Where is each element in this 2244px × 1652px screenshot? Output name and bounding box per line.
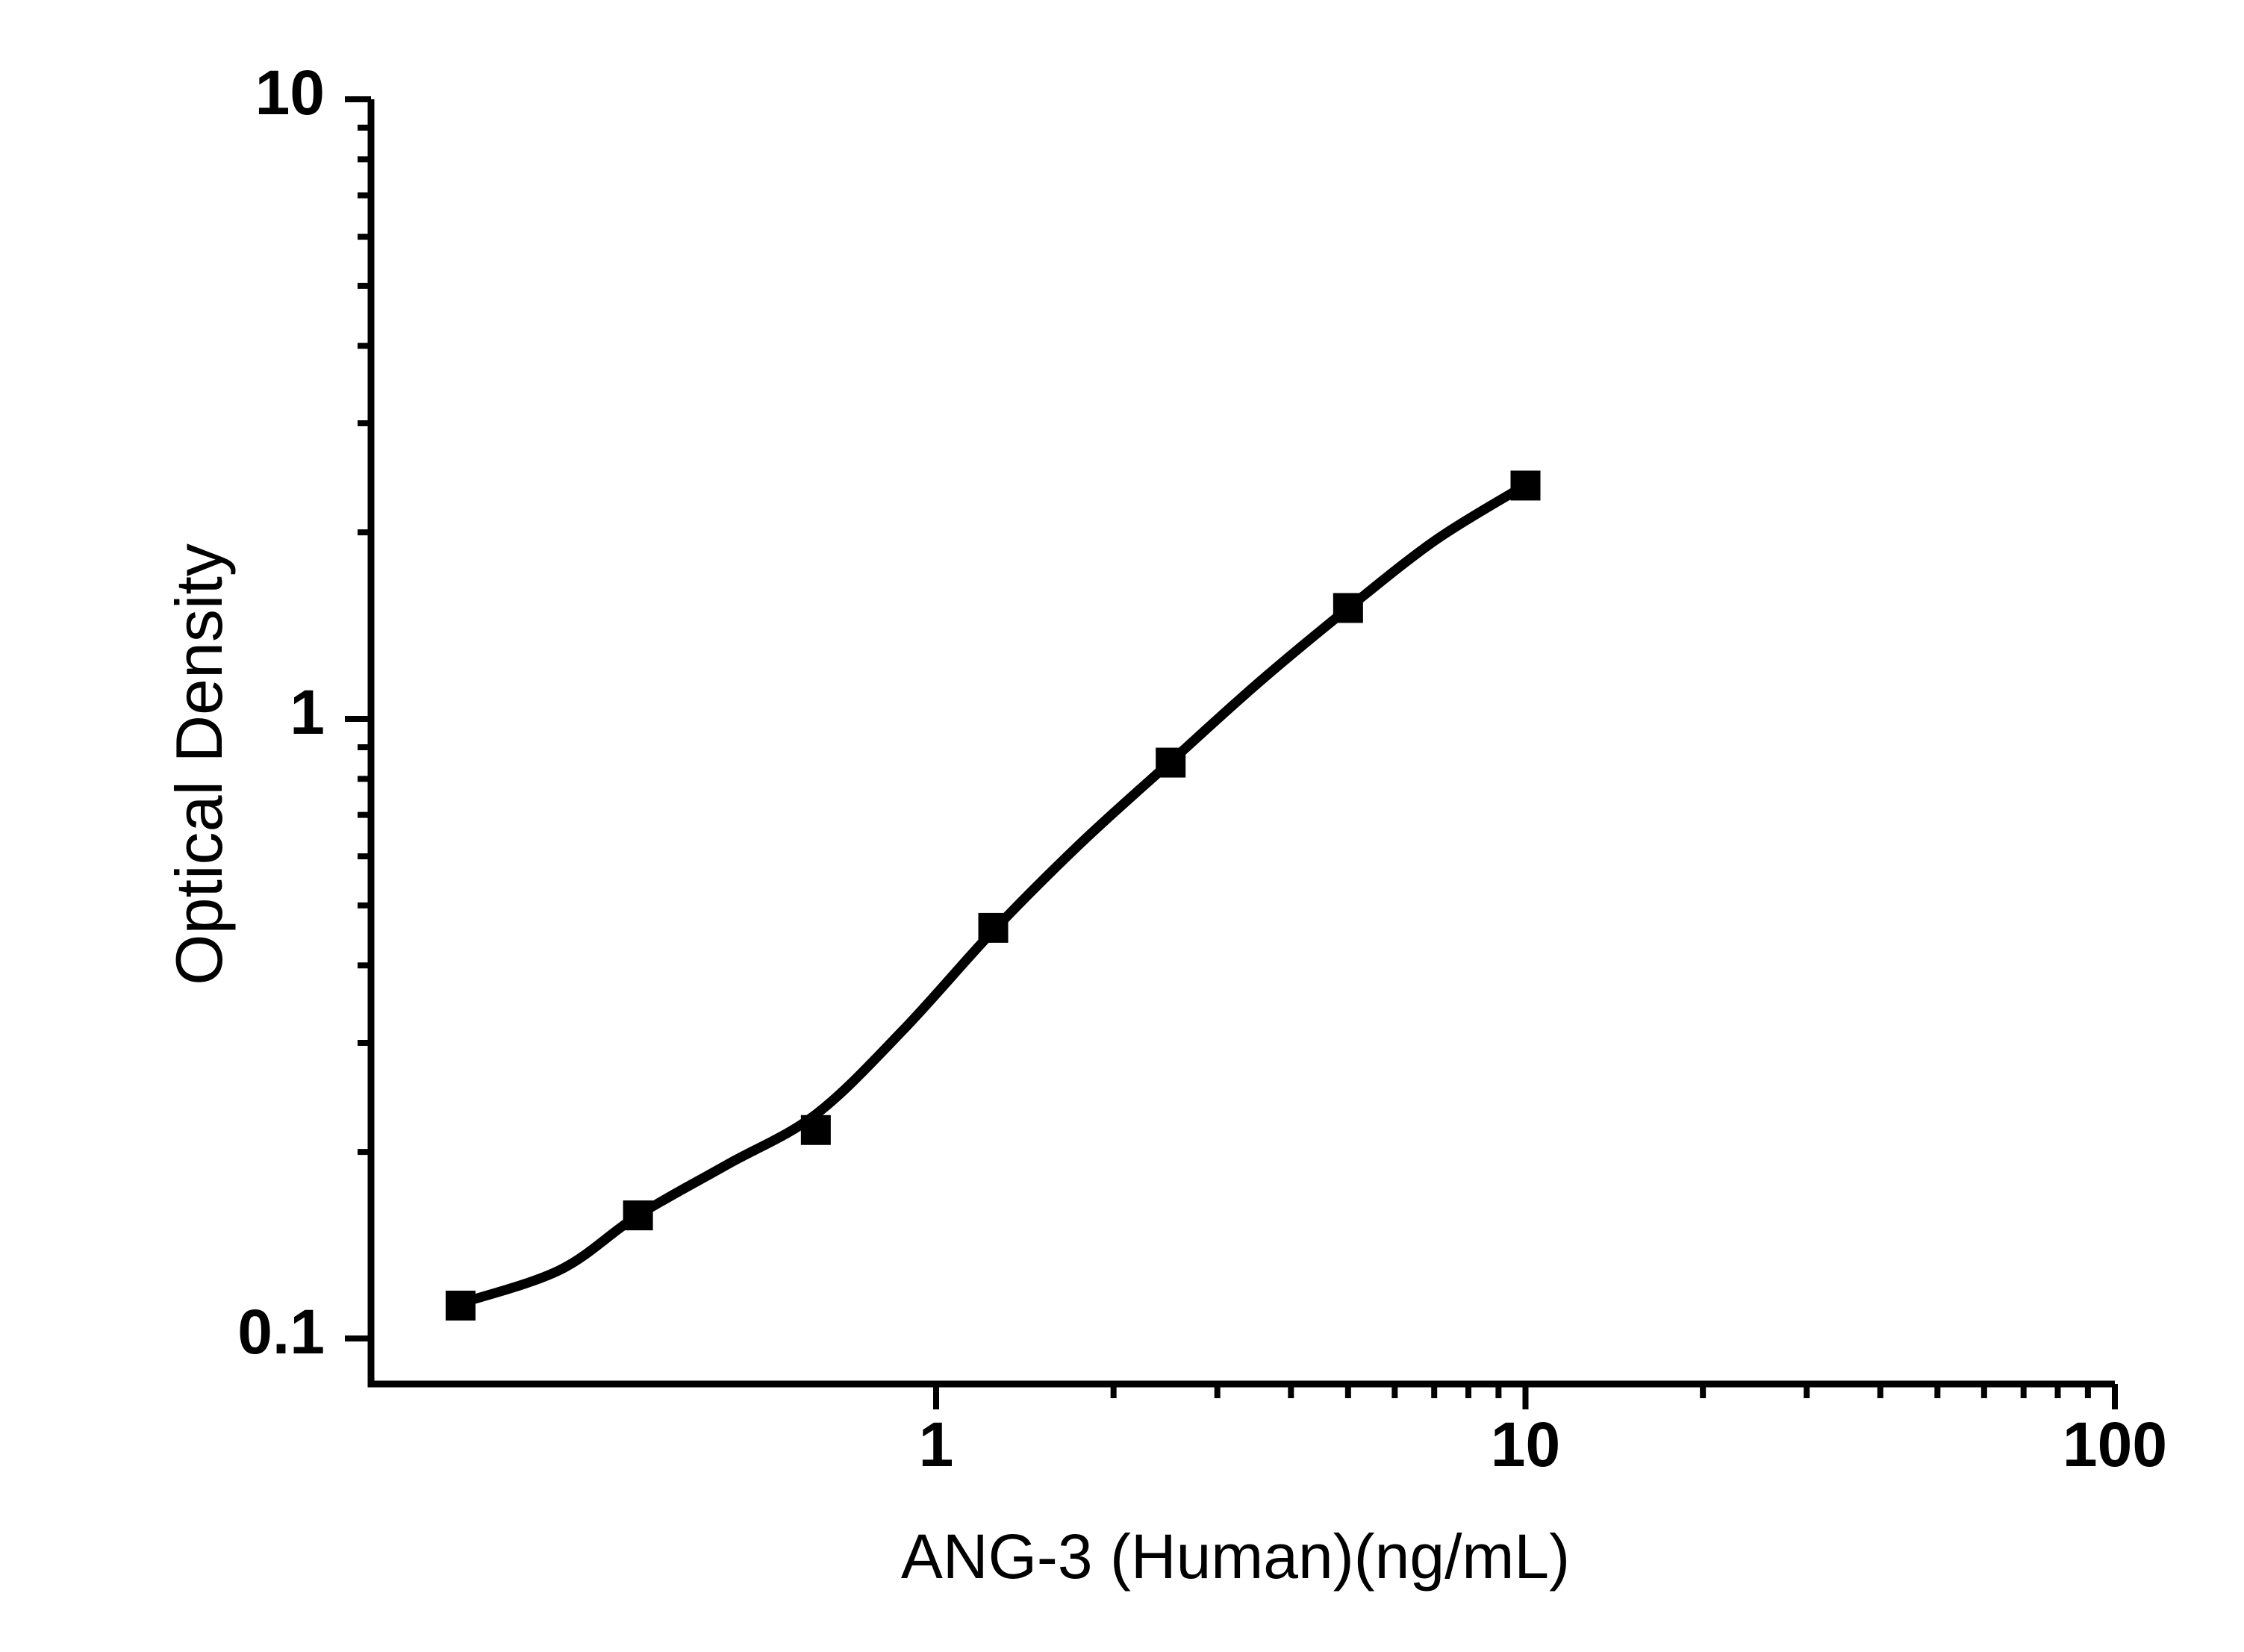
y-tick-label: 0.1 bbox=[237, 1297, 325, 1367]
x-axis-title: ANG-3 (Human)(ng/mL) bbox=[901, 1521, 1570, 1592]
x-tick-label: 10 bbox=[1491, 1409, 1560, 1480]
axis-lines bbox=[367, 99, 2115, 1388]
fit-curve bbox=[455, 480, 1530, 1309]
x-tick-label: 1 bbox=[919, 1409, 954, 1480]
data-point-square bbox=[1333, 593, 1363, 623]
data-point-layer bbox=[445, 470, 1541, 1321]
data-point-square bbox=[623, 1200, 653, 1231]
y-tick-label: 10 bbox=[255, 57, 325, 128]
data-point-square bbox=[800, 1115, 831, 1145]
data-point-square bbox=[1510, 470, 1541, 501]
y-axis-title: Optical Density bbox=[162, 543, 236, 985]
ticks bbox=[345, 96, 2118, 1409]
data-point-square bbox=[445, 1290, 476, 1321]
tick-labels: 1 10 100 10 1 0.1 bbox=[237, 57, 2167, 1480]
y-tick-label: 1 bbox=[290, 677, 325, 747]
fit-curve-layer bbox=[455, 480, 1530, 1309]
data-point-square bbox=[978, 912, 1009, 943]
data-point-square bbox=[1156, 747, 1186, 778]
axes bbox=[367, 99, 2115, 1388]
x-tick-label: 100 bbox=[2063, 1409, 2167, 1480]
